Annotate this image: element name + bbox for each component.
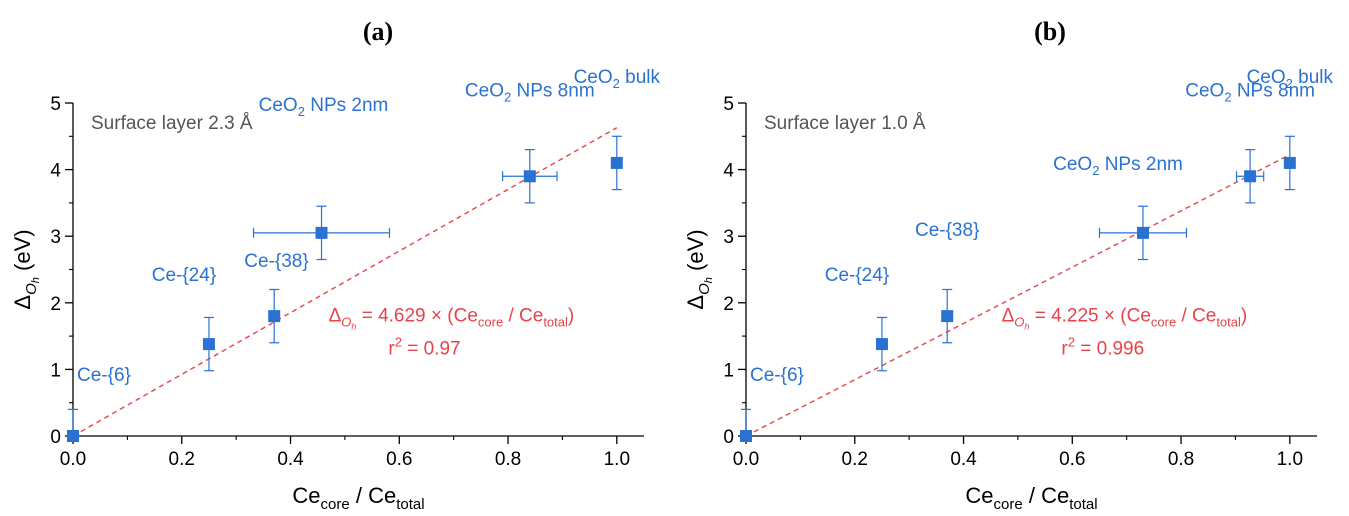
y-tick-label: 5 <box>723 94 734 115</box>
data-marker <box>523 170 536 183</box>
point-label: Ce-{24} <box>152 265 216 286</box>
data-point-1: Ce-{24} <box>152 265 216 372</box>
x-axis-title: Cecore / Cetotal <box>965 483 1097 513</box>
point-label: Ce-{38} <box>915 220 979 241</box>
y-tick-label: 4 <box>50 161 61 182</box>
x-tick-label: 0.8 <box>1168 449 1194 470</box>
fit-r-squared: r2 = 0.97 <box>388 335 460 360</box>
point-label: CeO2 NPs 2nm <box>1053 154 1183 178</box>
point-label: Ce-{6} <box>750 365 804 386</box>
y-axis-title: ΔOh (eV) <box>683 229 715 309</box>
surface-layer-note: Surface layer 2.3 Å <box>91 113 253 134</box>
point-label: CeO2 bulk <box>574 67 661 91</box>
data-point-3: CeO2 NPs 2nm <box>1053 154 1188 261</box>
x-tick-label: 0.4 <box>277 449 304 470</box>
panel-label: (b) <box>1034 17 1066 46</box>
data-point-2: Ce-{38} <box>915 220 979 344</box>
panel-label: (a) <box>363 17 393 46</box>
point-label: Ce-{38} <box>244 251 308 272</box>
data-point-4: CeO2 NPs 8nm <box>465 80 595 204</box>
fit-line <box>745 153 1291 437</box>
x-tick-label: 1.0 <box>604 449 630 470</box>
x-tick-label: 0.2 <box>169 449 195 470</box>
data-marker <box>67 430 79 442</box>
data-marker <box>268 310 281 323</box>
data-point-2 <box>268 288 281 344</box>
y-tick-label: 1 <box>723 360 734 381</box>
chart-panel-b: (b) 0.0 0.2 0.4 0.6 0.8 1.0 0 1 2 3 4 5 Cecore / Ceto… <box>683 17 1334 513</box>
data-marker <box>202 338 215 351</box>
y-tick-label: 3 <box>50 227 61 248</box>
fit-r-squared: r2 = 0.996 <box>1061 335 1144 360</box>
x-axis-title: Cecore / Cetotal <box>292 483 424 513</box>
point-label: CeO2 NPs 8nm <box>1185 80 1315 104</box>
data-point-0: Ce-{6} <box>67 365 131 442</box>
x-tick-label: 0.0 <box>60 449 86 470</box>
data-point-1: Ce-{24} <box>825 265 889 372</box>
data-marker <box>1283 156 1296 169</box>
y-tick-label: 5 <box>50 94 61 115</box>
y-tick-label: 2 <box>723 294 734 315</box>
point-label: Ce-{6} <box>77 365 131 386</box>
x-tick-label: 0.0 <box>733 449 759 470</box>
data-point-5: CeO2 bulk <box>1247 67 1334 191</box>
data-marker <box>941 310 954 323</box>
x-tick-label: 0.6 <box>386 449 412 470</box>
data-point-0: Ce-{6} <box>740 365 804 442</box>
data-point-3: Ce-{38} <box>244 205 391 272</box>
x-tick-label: 0.6 <box>1059 449 1085 470</box>
point-label: CeO2 bulk <box>1247 67 1334 91</box>
y-tick-label: 2 <box>50 294 61 315</box>
chart-panel-a: (a) 0.0 0.2 0.4 0.6 0.8 1.0 0 1 2 3 4 5 Cecore / Ceto… <box>10 17 661 513</box>
data-marker <box>875 338 888 351</box>
x-tick-label: 0.8 <box>495 449 521 470</box>
point-label: Ce-{24} <box>825 265 889 286</box>
data-marker <box>610 156 623 169</box>
point-label: CeO2 NPs 8nm <box>465 80 595 104</box>
x-tick-label: 1.0 <box>1277 449 1303 470</box>
data-marker <box>1244 170 1257 183</box>
x-tick-label: 0.4 <box>950 449 977 470</box>
y-tick-label: 0 <box>723 427 734 448</box>
data-point-5: CeO2 bulk <box>574 67 661 191</box>
data-marker <box>1136 226 1149 239</box>
y-axis-title: ΔOh (eV) <box>10 229 42 309</box>
y-tick-label: 3 <box>723 227 734 248</box>
point-label-extra: CeO2 NPs 2nm <box>259 95 389 119</box>
data-marker <box>315 226 328 239</box>
y-tick-label: 0 <box>50 427 61 448</box>
data-marker <box>740 430 752 442</box>
x-tick-label: 0.2 <box>842 449 868 470</box>
fit-equation: ΔOh = 4.225 × (Cecore / Cetotal) <box>1002 305 1248 331</box>
y-tick-label: 4 <box>723 161 734 182</box>
y-tick-label: 1 <box>50 360 61 381</box>
surface-layer-note: Surface layer 1.0 Å <box>764 113 926 134</box>
fit-equation: ΔOh = 4.629 × (Cecore / Cetotal) <box>329 305 575 331</box>
data-point-4: CeO2 NPs 8nm <box>1185 80 1315 204</box>
